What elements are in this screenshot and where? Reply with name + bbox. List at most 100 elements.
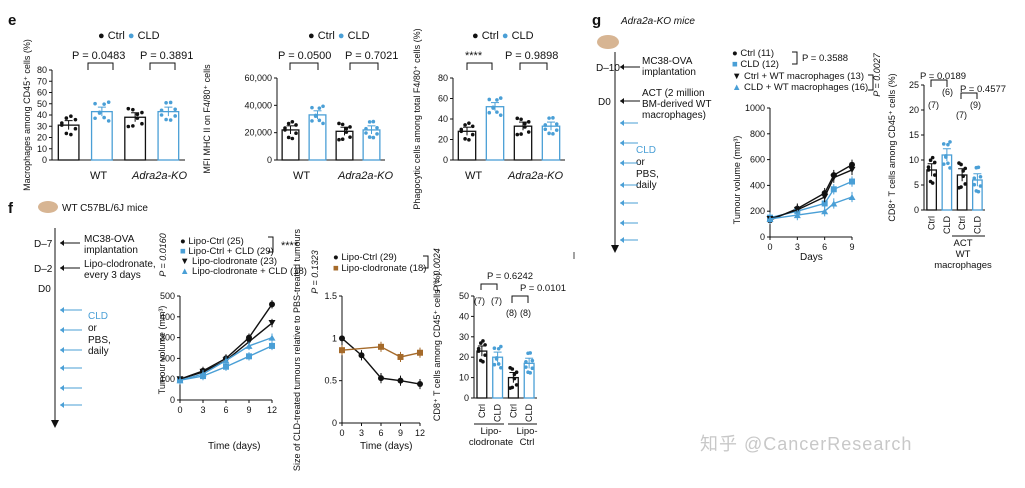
g2-dot-1-4 bbox=[941, 162, 946, 166]
e1-dot-3-4 bbox=[159, 113, 164, 117]
e1-br2 bbox=[149, 62, 176, 70]
f3-xcat-1: CLD bbox=[493, 404, 503, 423]
g1-series-3-pt-4 bbox=[848, 194, 856, 201]
g-p1: P = 0.3588 bbox=[802, 53, 849, 64]
f-legend1-0: ● Lipo-Ctrl (25) bbox=[180, 236, 244, 247]
e3-dot-1-4 bbox=[487, 110, 492, 115]
e2-dot-0-5 bbox=[286, 135, 291, 140]
e1-dot-0-7 bbox=[73, 126, 78, 131]
g-n0: (7) bbox=[928, 100, 939, 110]
g-xlabel1: Days bbox=[800, 252, 823, 263]
g2-dot-1-7 bbox=[948, 166, 952, 170]
f1-series-1-pt-2 bbox=[223, 363, 229, 370]
e3-dot-2-3 bbox=[526, 120, 531, 124]
f3-dot-3-6 bbox=[528, 371, 532, 375]
e3-dot-0-4 bbox=[459, 127, 464, 132]
e-x-wt-3: WT bbox=[465, 170, 483, 182]
legend-e3: ● Ctrl ● CLD bbox=[472, 30, 534, 42]
f1-ytick-label-4: 400 bbox=[160, 312, 175, 322]
f3-dot-0-7 bbox=[483, 353, 487, 357]
f2-xtick-label-3: 9 bbox=[398, 428, 403, 438]
f3-ytick-label-0: 0 bbox=[464, 393, 469, 403]
g-legend-1-text: CLD (12) bbox=[740, 59, 779, 70]
e2-dot-2-4 bbox=[337, 137, 341, 142]
e2-br1 bbox=[289, 62, 319, 70]
f-pbs: PBS, daily bbox=[88, 335, 111, 357]
g-cld-arrowhead-1 bbox=[620, 140, 624, 146]
g1-ytick-label-1: 200 bbox=[750, 206, 765, 216]
g-mouse-icon bbox=[597, 35, 619, 49]
e3-dot-3-4 bbox=[543, 127, 548, 132]
e2-ylabel: MFI MHC II on F4/80⁺ cells bbox=[202, 64, 212, 174]
e3-dot-3-0 bbox=[543, 123, 548, 127]
legend-e2: ● Ctrl ● CLD bbox=[308, 30, 370, 42]
f-d0: D0 bbox=[38, 284, 51, 295]
e1-dot-2-4 bbox=[126, 124, 131, 129]
f3-dot-1-0 bbox=[492, 346, 497, 350]
g-cld: CLD bbox=[636, 145, 657, 156]
g2-dot-1-3 bbox=[948, 140, 952, 144]
e3-dot-2-2 bbox=[523, 121, 527, 126]
e2-dot-0-3 bbox=[294, 123, 298, 127]
e1-dot-1-3 bbox=[106, 100, 111, 104]
e1-dot-3-5 bbox=[164, 100, 168, 105]
g-cld-arrowhead-0 bbox=[620, 120, 624, 126]
e1-dot-0-2 bbox=[69, 132, 73, 137]
e3-dot-2-0 bbox=[515, 116, 520, 121]
g-cld-arrowhead-4 bbox=[620, 200, 624, 206]
e2-dot-1-6 bbox=[317, 106, 322, 110]
e2-dot-2-5 bbox=[340, 122, 345, 127]
e1-dot-1-0 bbox=[93, 101, 97, 106]
e3-dot-2-6 bbox=[523, 125, 527, 129]
e3-br1 bbox=[466, 62, 493, 70]
e1-dot-2-6 bbox=[135, 116, 140, 120]
g2-ytick-label-5: 25 bbox=[909, 80, 919, 90]
e1-ytick-label-3: 30 bbox=[37, 121, 47, 131]
f1-ytick-label-5: 500 bbox=[160, 291, 175, 301]
e2-p2: P = 0.7021 bbox=[345, 50, 399, 62]
g-cld-arrowhead-2 bbox=[620, 160, 624, 166]
e2-dot-2-7 bbox=[348, 135, 352, 139]
f2-series-0-pt-2 bbox=[378, 375, 384, 382]
f1-series-2-pt-4 bbox=[268, 320, 276, 327]
f-cld-arrowhead-0 bbox=[60, 307, 64, 313]
e2-dot-3-4 bbox=[364, 131, 368, 135]
f-or: or bbox=[88, 323, 97, 334]
f-n2: (8) bbox=[506, 308, 517, 318]
g1-series-1-line bbox=[769, 180, 853, 219]
e1-ytick-label-8: 80 bbox=[37, 65, 47, 75]
f-mouse-label: WT C57BL/6J mice bbox=[62, 203, 148, 214]
f1-xtick-label-1: 3 bbox=[200, 405, 205, 415]
e1-dot-0-5 bbox=[64, 131, 69, 136]
e2-ytick-label-3: 60,000 bbox=[244, 73, 272, 83]
e2-dot-1-7 bbox=[321, 121, 325, 126]
g-legend-3: ▲ CLD + WT macrophages (16) bbox=[732, 82, 869, 93]
e3-dot-0-7 bbox=[470, 132, 475, 137]
e3-ytick-label-1: 20 bbox=[438, 135, 448, 145]
e2-dot-2-1 bbox=[340, 137, 345, 141]
g2-dot-2-4 bbox=[957, 186, 961, 190]
f-pr2: P = 0.0101 bbox=[520, 283, 567, 294]
f1-xtick-label-3: 9 bbox=[246, 405, 251, 415]
e3-dot-3-6 bbox=[551, 132, 555, 136]
g-d10: D–10 bbox=[596, 63, 620, 74]
f2-ytick-label-2: 1 bbox=[332, 333, 337, 343]
e-x-wt-1: WT bbox=[90, 170, 108, 182]
legend-e1: ● Ctrl ● CLD bbox=[98, 30, 160, 42]
g2-ylabel: CD8⁺ T cells among CD45⁺ cells (%) bbox=[887, 73, 897, 221]
g-timeline-arrowhead bbox=[611, 245, 619, 253]
f2-series-1-pt-4 bbox=[417, 349, 423, 356]
f1-ytick-label-2: 200 bbox=[160, 353, 175, 363]
f-cld-arrowhead-4 bbox=[60, 385, 64, 391]
g-arrow-d0-head bbox=[620, 98, 624, 104]
g2-ytick-label-0: 0 bbox=[914, 205, 919, 215]
f-pr1: P = 0.6242 bbox=[487, 271, 534, 282]
e3-dot-3-1 bbox=[547, 131, 551, 136]
e2-dot-1-2 bbox=[317, 118, 322, 123]
f2-xtick-label-0: 0 bbox=[339, 428, 344, 438]
f3-dot-2-7 bbox=[514, 383, 519, 387]
e1-dot-1-5 bbox=[97, 110, 102, 115]
f-xlabel2: Time (days) bbox=[360, 441, 413, 452]
f2-xtick-label-4: 12 bbox=[415, 428, 425, 438]
e3-p2: P = 0.9898 bbox=[505, 50, 559, 62]
